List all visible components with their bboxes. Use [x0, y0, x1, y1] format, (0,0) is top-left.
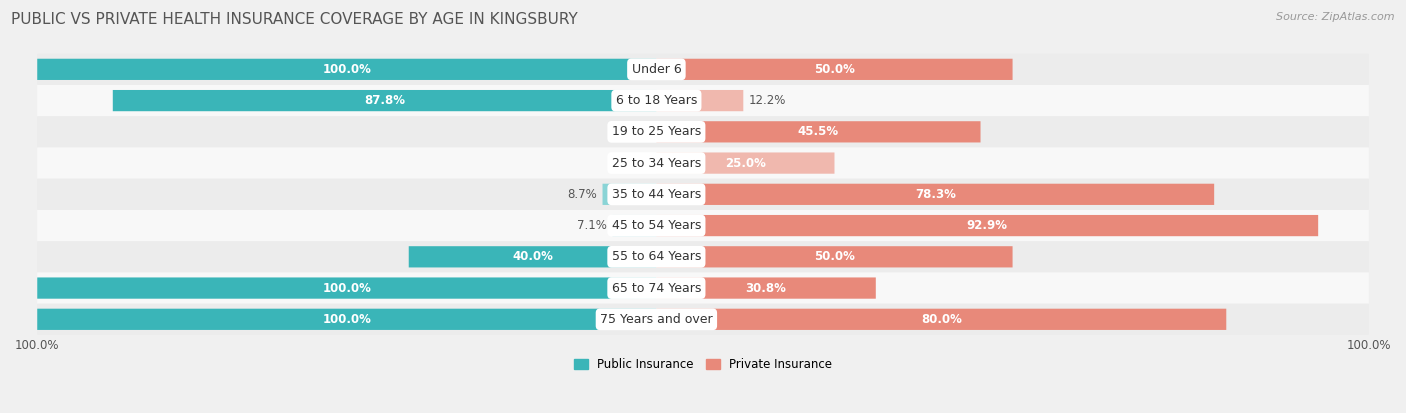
Text: 65 to 74 Years: 65 to 74 Years — [612, 282, 702, 294]
Text: 35 to 44 Years: 35 to 44 Years — [612, 188, 702, 201]
Text: 19 to 25 Years: 19 to 25 Years — [612, 125, 702, 138]
FancyBboxPatch shape — [37, 278, 657, 299]
FancyBboxPatch shape — [37, 210, 1369, 241]
FancyBboxPatch shape — [613, 215, 657, 236]
Text: 75 Years and over: 75 Years and over — [600, 313, 713, 326]
FancyBboxPatch shape — [112, 90, 657, 111]
Text: PUBLIC VS PRIVATE HEALTH INSURANCE COVERAGE BY AGE IN KINGSBURY: PUBLIC VS PRIVATE HEALTH INSURANCE COVER… — [11, 12, 578, 27]
FancyBboxPatch shape — [657, 90, 744, 111]
FancyBboxPatch shape — [37, 54, 1369, 85]
Text: 87.8%: 87.8% — [364, 94, 405, 107]
FancyBboxPatch shape — [657, 121, 980, 142]
FancyBboxPatch shape — [657, 152, 835, 174]
Text: 30.8%: 30.8% — [745, 282, 786, 294]
Text: 50.0%: 50.0% — [814, 63, 855, 76]
FancyBboxPatch shape — [37, 309, 657, 330]
Text: Under 6: Under 6 — [631, 63, 682, 76]
FancyBboxPatch shape — [37, 85, 1369, 116]
Text: 78.3%: 78.3% — [915, 188, 956, 201]
Text: 100.0%: 100.0% — [322, 282, 371, 294]
FancyBboxPatch shape — [657, 246, 1012, 268]
FancyBboxPatch shape — [657, 215, 1319, 236]
Text: 50.0%: 50.0% — [814, 250, 855, 263]
FancyBboxPatch shape — [409, 246, 657, 268]
Legend: Public Insurance, Private Insurance: Public Insurance, Private Insurance — [569, 354, 837, 376]
Text: 45.5%: 45.5% — [797, 125, 839, 138]
Text: 0.0%: 0.0% — [617, 157, 647, 170]
Text: 40.0%: 40.0% — [512, 250, 553, 263]
Text: 6 to 18 Years: 6 to 18 Years — [616, 94, 697, 107]
Text: 7.1%: 7.1% — [578, 219, 607, 232]
Text: 0.0%: 0.0% — [617, 125, 647, 138]
Text: 25 to 34 Years: 25 to 34 Years — [612, 157, 702, 170]
Text: 80.0%: 80.0% — [921, 313, 962, 326]
Text: 92.9%: 92.9% — [967, 219, 1008, 232]
Text: 12.2%: 12.2% — [748, 94, 786, 107]
FancyBboxPatch shape — [37, 59, 657, 80]
FancyBboxPatch shape — [657, 278, 876, 299]
FancyBboxPatch shape — [37, 147, 1369, 179]
Text: Source: ZipAtlas.com: Source: ZipAtlas.com — [1277, 12, 1395, 22]
FancyBboxPatch shape — [37, 179, 1369, 210]
FancyBboxPatch shape — [603, 184, 657, 205]
FancyBboxPatch shape — [37, 116, 1369, 147]
FancyBboxPatch shape — [37, 304, 1369, 335]
FancyBboxPatch shape — [37, 241, 1369, 273]
FancyBboxPatch shape — [657, 59, 1012, 80]
Text: 8.7%: 8.7% — [568, 188, 598, 201]
Text: 100.0%: 100.0% — [322, 313, 371, 326]
FancyBboxPatch shape — [37, 273, 1369, 304]
Text: 100.0%: 100.0% — [322, 63, 371, 76]
Text: 25.0%: 25.0% — [725, 157, 766, 170]
FancyBboxPatch shape — [657, 309, 1226, 330]
Text: 55 to 64 Years: 55 to 64 Years — [612, 250, 702, 263]
FancyBboxPatch shape — [657, 184, 1215, 205]
Text: 45 to 54 Years: 45 to 54 Years — [612, 219, 702, 232]
